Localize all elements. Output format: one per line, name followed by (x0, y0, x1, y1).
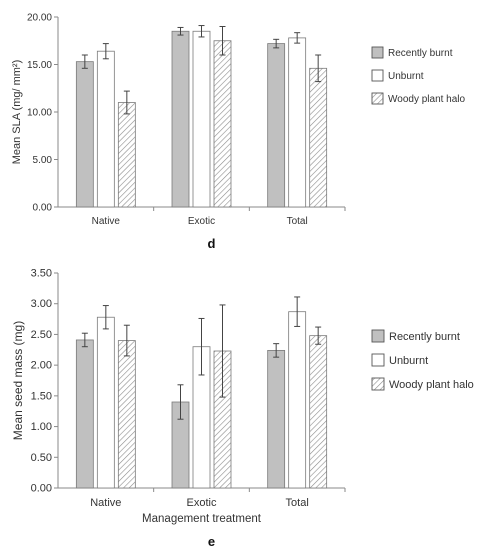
legend-swatch (371, 329, 385, 343)
bar (75, 339, 94, 489)
bar (96, 316, 115, 489)
x-tick-label: Total (286, 497, 309, 509)
bar (267, 43, 286, 208)
bar (117, 102, 136, 208)
legend-label: Woody plant halo (389, 379, 474, 391)
legend-swatch (371, 46, 384, 59)
x-tick-label: Exotic (187, 497, 217, 509)
bar (288, 311, 307, 489)
legend-label: Unburnt (389, 355, 428, 367)
y-tick-label: 1.50 (31, 390, 52, 402)
y-tick-label: 3.50 (31, 268, 52, 280)
y-axis-label: Mean seed mass (mg) (11, 321, 25, 440)
y-tick-label: 3.00 (31, 298, 52, 310)
y-tick-label: 1.00 (31, 421, 52, 433)
bar (75, 61, 94, 208)
y-tick-label: 15.00 (27, 60, 52, 71)
bar (117, 340, 136, 489)
legend-swatch (371, 353, 385, 367)
chart-panel-e: 0.00 0.50 1.00 1.50 2.00 2.50 3.00 3.50 Mean see… (11, 268, 474, 550)
y-tick-label: 0.00 (31, 483, 52, 495)
y-axis-label: Mean SLA (mg/ mm²) (11, 60, 23, 165)
bar (267, 349, 286, 489)
legend-label: Unburnt (388, 71, 424, 82)
y-tick-label: 20.00 (27, 13, 52, 24)
bar (309, 67, 328, 208)
legend-label: Recently burnt (389, 331, 460, 343)
bar (309, 335, 328, 489)
legend-swatch (371, 69, 384, 82)
y-tick-label: 2.00 (31, 360, 52, 372)
x-tick-label: Native (92, 216, 121, 227)
chart-panel-d: 0.00 5.00 10.00 15.00 20.00 Mean SLA (mg/ mm²… (11, 13, 466, 252)
y-tick-label: 2.50 (31, 329, 52, 341)
x-tick-label: Native (90, 497, 121, 509)
x-axis-label: Management treatment (142, 513, 262, 525)
x-tick-label: Exotic (188, 216, 215, 227)
y-tick-label: 10.00 (27, 108, 52, 119)
y-tick-label: 0.00 (33, 203, 53, 214)
bar (192, 30, 211, 208)
legend-label: Woody plant halo (388, 94, 466, 105)
bar (96, 50, 115, 208)
bar (213, 40, 232, 208)
x-tick-label: Total (287, 216, 308, 227)
bar (288, 37, 307, 208)
legend-swatch (371, 92, 384, 105)
bar (171, 30, 190, 208)
legend-swatch (371, 377, 385, 391)
y-tick-label: 5.00 (33, 155, 53, 166)
y-tick-label: 0.50 (31, 452, 52, 464)
panel-label: e (208, 534, 215, 549)
legend-label: Recently burnt (388, 48, 453, 59)
panel-label: d (208, 236, 216, 251)
